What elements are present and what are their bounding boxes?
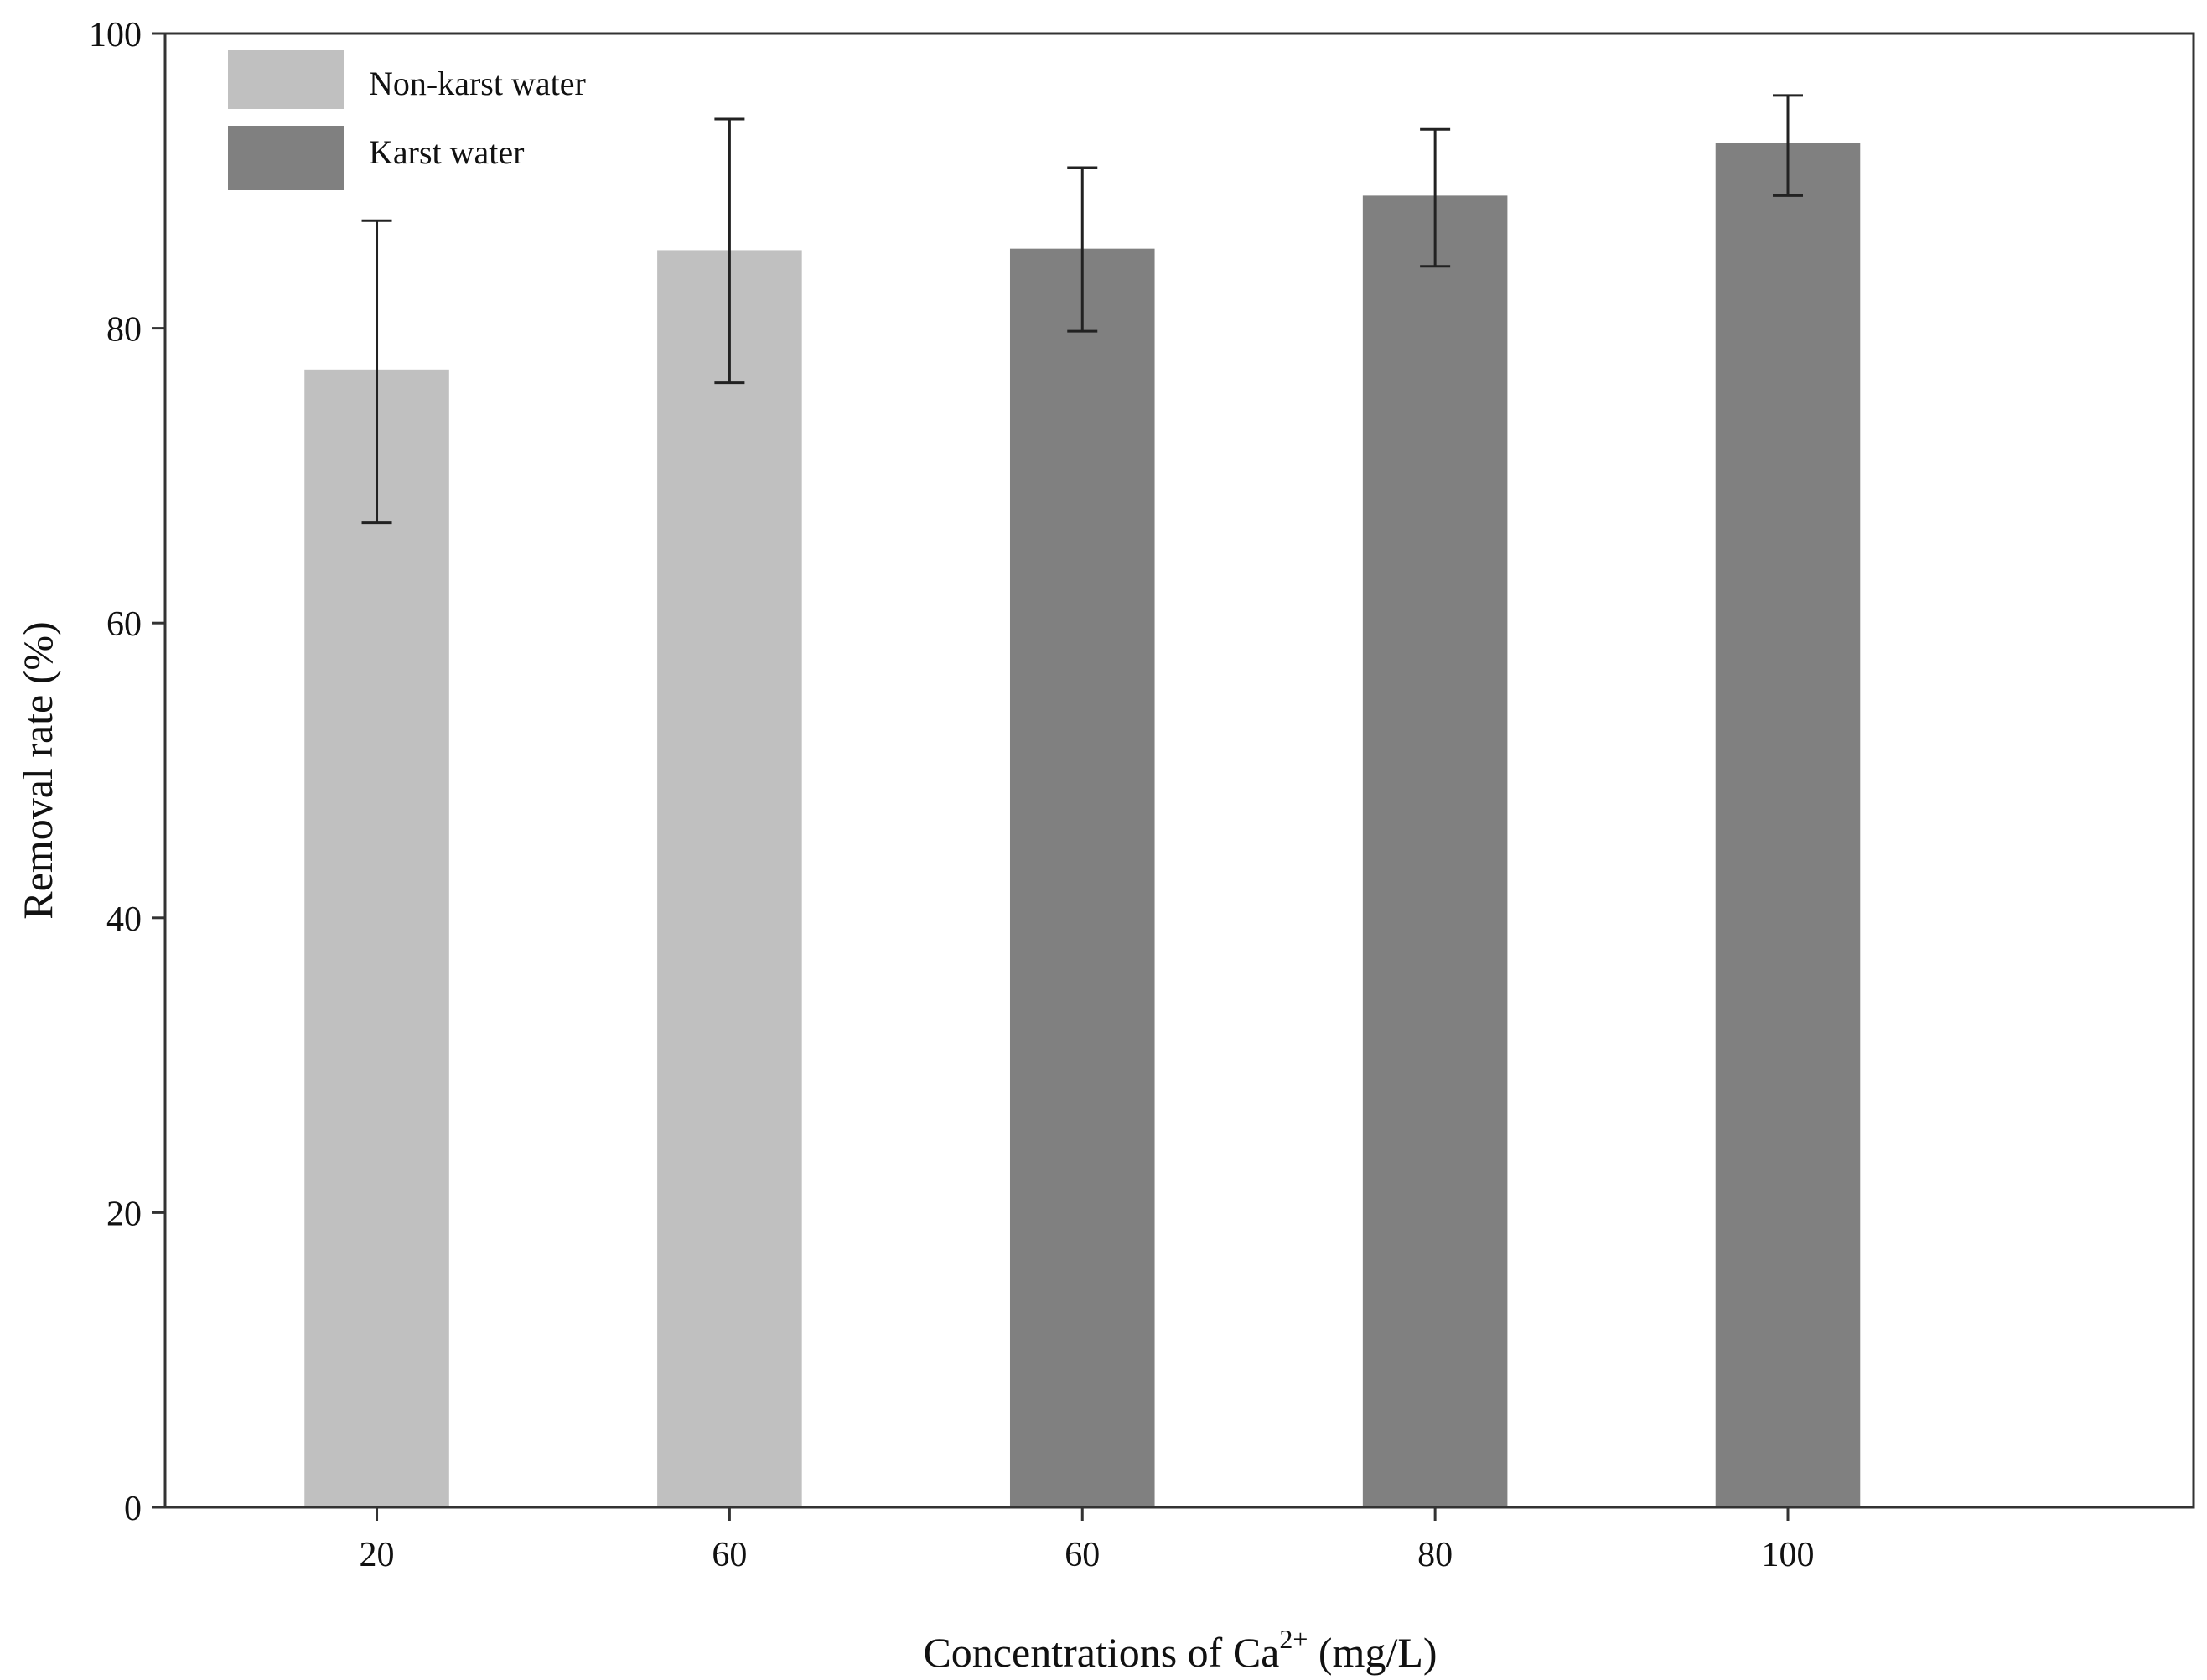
x-tick-0: 20 [360,1507,395,1574]
bar-karst-2 [1009,248,1155,1508]
plot-frame [163,32,2195,1509]
error-bar-0 [361,219,392,525]
bar-non-karst-0 [304,369,449,1508]
x-tick-4: 100 [1762,1507,1815,1574]
x-tick-label: 100 [1762,1536,1815,1574]
y-tick-label: 80 [106,311,142,350]
y-tick-label: 60 [106,605,142,644]
x-axis-label: Concentrations of Ca2+ (mg/L) [923,1624,1437,1676]
y-tick-100: 100 [89,16,165,54]
x-tick-label: 80 [1417,1536,1453,1574]
bar-karst-4 [1715,143,1861,1507]
y-tick-60: 60 [106,605,165,644]
x-tick-1: 60 [712,1507,747,1574]
x-tick-label: 20 [360,1536,395,1574]
legend-label-karst: Karst water [369,133,524,171]
y-tick-0: 0 [124,1490,165,1528]
error-bar-3 [1420,127,1451,268]
x-tick-label: 60 [1065,1536,1100,1574]
legend: Non-karst water Karst water [228,50,586,190]
x-tick-3: 80 [1417,1507,1453,1574]
y-tick-label: 0 [124,1490,142,1528]
y-tick-40: 40 [106,900,165,939]
y-tick-80: 80 [106,311,165,350]
x-tick-2: 60 [1065,1507,1100,1574]
x-axis-ticks: 20 60 60 80 100 [360,1507,1815,1574]
bar-karst-3 [1362,195,1508,1507]
y-tick-20: 20 [106,1195,165,1233]
bars-group [304,143,1861,1508]
legend-swatch-non-karst [228,50,344,109]
error-bar-1 [714,117,745,385]
y-tick-label: 20 [106,1195,142,1233]
y-tick-label: 100 [89,16,142,54]
y-axis-label: Removal rate (%) [14,621,61,919]
y-tick-label: 40 [106,900,142,939]
bar-non-karst-1 [657,250,802,1507]
legend-swatch-karst [228,126,344,190]
error-bar-4 [1773,94,1803,197]
legend-label-non-karst: Non-karst water [369,65,586,102]
error-bars-group [361,94,1803,525]
y-axis-ticks: 0 20 40 60 80 100 [89,16,165,1528]
error-bar-2 [1067,166,1098,333]
x-tick-label: 60 [712,1536,747,1574]
